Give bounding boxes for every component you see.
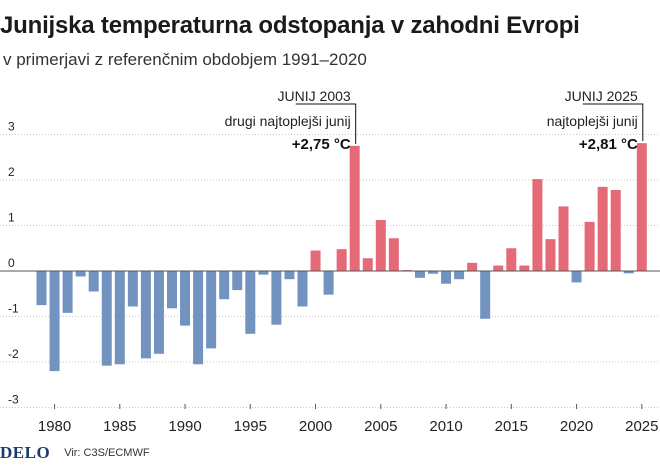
bar-1992 bbox=[206, 271, 217, 349]
bar-1985 bbox=[114, 271, 125, 365]
bar-1982 bbox=[75, 271, 86, 277]
y-tick-label: 3 bbox=[8, 120, 15, 134]
x-tick-label: 1990 bbox=[168, 418, 201, 435]
bar-chart: -3 -2 -1 0 1 2 3 1980 1985 1990 1995 2000 2005 2010 2… bbox=[0, 88, 660, 435]
bar-2017 bbox=[532, 179, 543, 271]
bar-2022 bbox=[597, 186, 608, 271]
bar-2002 bbox=[336, 249, 347, 271]
x-tick-label: 2025 bbox=[625, 418, 658, 435]
bar-2018 bbox=[545, 239, 556, 271]
delo-logo: DELO bbox=[0, 443, 51, 462]
x-tick-label: 2010 bbox=[429, 418, 462, 435]
x-tick-label: 2005 bbox=[364, 418, 397, 435]
x-tick-label: 1995 bbox=[234, 418, 267, 435]
bar-2009 bbox=[428, 271, 438, 274]
bars bbox=[36, 143, 647, 372]
bar-2024 bbox=[623, 271, 634, 274]
bar-2019 bbox=[558, 206, 569, 271]
x-tick-label: 1985 bbox=[103, 418, 136, 435]
bar-2006 bbox=[388, 238, 399, 271]
bar-1993 bbox=[219, 271, 230, 300]
gridlines bbox=[0, 134, 660, 408]
bar-2001 bbox=[323, 271, 334, 295]
annotation-value: +2,81 °C bbox=[579, 136, 638, 153]
y-axis-ticks: -3 -2 -1 0 1 2 3 bbox=[8, 120, 19, 407]
x-axis-ticks: 1980 1985 1990 1995 2000 2005 2010 2015 2020 2025 bbox=[38, 404, 658, 435]
bar-2000 bbox=[310, 250, 321, 271]
bar-2010 bbox=[441, 271, 452, 284]
bar-1979 bbox=[36, 271, 47, 306]
chart-subtitle: v primerjavi z referenčnim obdobjem 1991… bbox=[3, 50, 367, 69]
bar-1991 bbox=[193, 271, 204, 365]
x-tick-label: 1980 bbox=[38, 418, 71, 435]
source-note: Vir: C3S/ECMWF bbox=[64, 447, 150, 459]
bar-1997 bbox=[271, 271, 282, 325]
bar-2020 bbox=[571, 271, 582, 283]
annotations: JUNIJ 2003 drugi najtoplejši junij +2,75 °… bbox=[225, 88, 644, 153]
footer: DELO Vir: C3S/ECMWF bbox=[0, 443, 150, 462]
leader-line bbox=[582, 103, 644, 142]
bar-1989 bbox=[167, 271, 177, 309]
bar-1988 bbox=[153, 271, 164, 354]
y-tick-label: 2 bbox=[8, 165, 15, 179]
annotation-text: najtoplejši junij bbox=[547, 113, 638, 129]
x-tick-label: 2015 bbox=[495, 418, 528, 435]
x-tick-label: 2020 bbox=[560, 418, 593, 435]
bar-1994 bbox=[232, 271, 243, 291]
annotation-label: JUNIJ 2003 bbox=[278, 88, 351, 104]
bar-1981 bbox=[62, 271, 73, 313]
bar-1999 bbox=[297, 271, 308, 307]
y-tick-label: -3 bbox=[8, 393, 19, 407]
bar-1986 bbox=[127, 271, 138, 307]
bar-2004 bbox=[362, 258, 373, 271]
bar-1983 bbox=[88, 271, 99, 292]
y-tick-label: 1 bbox=[8, 211, 15, 225]
bar-1984 bbox=[101, 271, 112, 366]
bar-2016 bbox=[519, 265, 530, 271]
bar-1998 bbox=[284, 271, 295, 280]
bar-1996 bbox=[258, 271, 269, 275]
bar-2025 bbox=[636, 143, 647, 271]
bar-2015 bbox=[506, 248, 517, 271]
bar-2008 bbox=[414, 271, 425, 278]
bar-2003 bbox=[349, 145, 360, 271]
bar-1995 bbox=[245, 271, 256, 334]
bar-2021 bbox=[584, 221, 595, 271]
y-tick-label: -2 bbox=[8, 347, 19, 361]
bar-1987 bbox=[140, 271, 151, 359]
bar-2011 bbox=[454, 271, 465, 280]
annotation-text: drugi najtoplejši junij bbox=[225, 113, 351, 129]
leader-line bbox=[295, 103, 357, 144]
y-tick-label: -1 bbox=[8, 302, 19, 316]
bar-2012 bbox=[467, 262, 478, 271]
bar-1980 bbox=[49, 271, 60, 372]
bar-2005 bbox=[375, 220, 386, 271]
bar-2014 bbox=[493, 265, 504, 271]
annotation-value: +2,75 °C bbox=[292, 136, 351, 153]
x-tick-label: 2000 bbox=[299, 418, 332, 435]
chart-title: Junijska temperaturna odstopanja v zahod… bbox=[0, 12, 580, 39]
bar-2013 bbox=[480, 271, 491, 319]
annotation-label: JUNIJ 2025 bbox=[565, 88, 638, 104]
y-tick-label: 0 bbox=[8, 256, 15, 270]
bar-1990 bbox=[180, 271, 191, 326]
bar-2023 bbox=[610, 190, 621, 271]
